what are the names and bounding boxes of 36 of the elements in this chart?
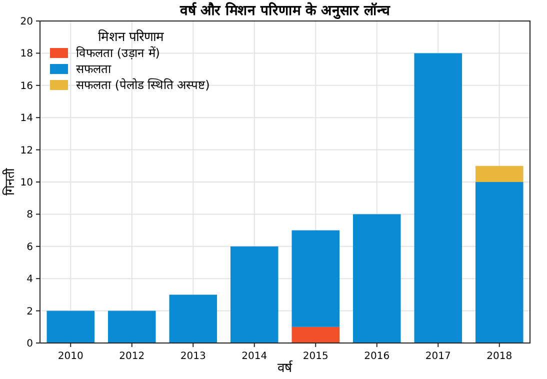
x-tick-label: 2017 xyxy=(425,351,451,362)
bar xyxy=(414,53,462,343)
y-tick-label: 0 xyxy=(26,338,33,350)
x-tick-label: 2013 xyxy=(180,351,206,362)
bar xyxy=(169,294,218,343)
chart-title: वर्ष और मिशन परिणाम के अनुसार लॉन्च xyxy=(178,2,392,20)
bar xyxy=(108,310,156,343)
legend-title: मिशन परिणाम xyxy=(98,29,164,45)
legend-label: सफलता xyxy=(76,62,112,76)
x-tick-label: 2010 xyxy=(58,351,84,362)
x-tick-label: 2018 xyxy=(486,351,512,362)
bar xyxy=(475,182,524,343)
legend-label: विफलता (उड़ान में) xyxy=(76,46,160,60)
x-tick-label: 2012 xyxy=(119,351,145,362)
y-tick-label: 10 xyxy=(20,178,33,188)
x-tick-label: 2016 xyxy=(364,351,390,362)
y-tick-label: 6 xyxy=(26,242,33,253)
y-tick-label: 4 xyxy=(26,274,33,286)
y-tick-label: 14 xyxy=(20,113,33,124)
bar xyxy=(475,166,524,182)
bar xyxy=(292,326,340,343)
x-tick-label: 2014 xyxy=(242,351,268,362)
x-tick-label: 2015 xyxy=(302,351,328,362)
x-axis-title: वर्ष xyxy=(278,360,294,376)
bar xyxy=(292,230,340,327)
y-tick-label: 8 xyxy=(26,210,33,221)
y-tick-label: 12 xyxy=(20,145,33,156)
bar xyxy=(230,246,278,343)
bar xyxy=(46,310,95,343)
y-axis-title: गिनती xyxy=(2,168,18,196)
y-tick-label: 16 xyxy=(20,80,33,92)
y-tick-label: 18 xyxy=(20,48,33,60)
y-tick-label: 20 xyxy=(20,16,33,28)
bar xyxy=(352,214,401,343)
y-tick-label: 2 xyxy=(26,306,33,318)
legend-label: सफलता (पेलोड स्थिति अस्पष्ट) xyxy=(76,78,210,92)
